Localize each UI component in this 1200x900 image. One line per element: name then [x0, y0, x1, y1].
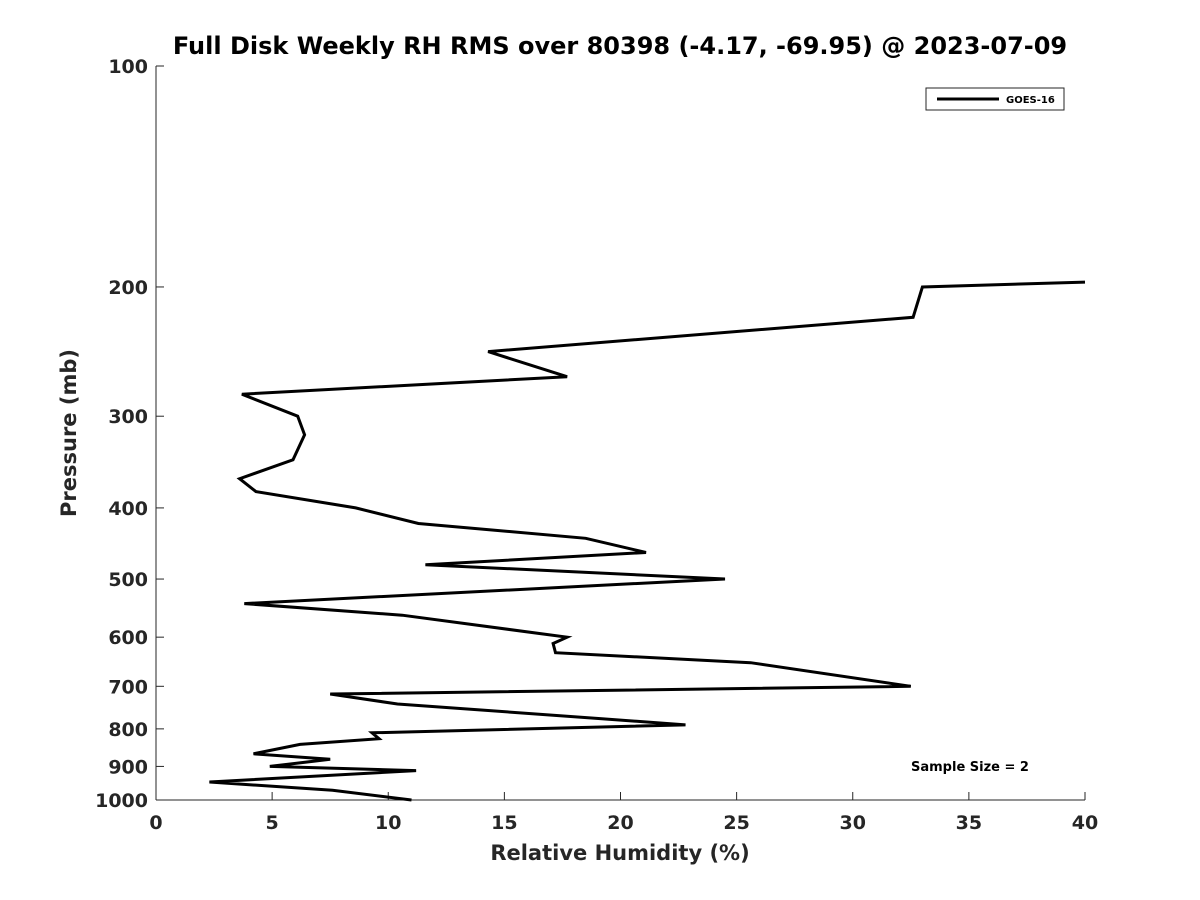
series-layer [209, 280, 1086, 802]
x-tick-label: 0 [149, 812, 162, 834]
y-tick-label: 500 [108, 569, 148, 591]
sample-size-annotation: Sample Size = 2 [911, 760, 1029, 775]
x-tick-label: 15 [491, 812, 517, 834]
x-tick-label: 5 [266, 812, 279, 834]
x-tick-label: 35 [956, 812, 982, 834]
x-tick-label: 30 [840, 812, 866, 834]
x-tick-label: 40 [1072, 812, 1098, 834]
series-line-goes-16 [209, 280, 1086, 802]
y-tick-label: 100 [108, 56, 148, 78]
y-tick-label: 1000 [95, 790, 148, 812]
x-ticks: 0 5 10 15 20 25 30 35 40 [149, 792, 1098, 834]
y-ticks: 100 200 300 400 500 600 700 800 900 1000 [95, 56, 164, 812]
y-tick-label: 400 [108, 498, 148, 520]
legend-label-goes-16: GOES-16 [1006, 95, 1055, 106]
y-tick-label: 800 [108, 719, 148, 741]
y-tick-label: 900 [108, 756, 148, 778]
y-tick-label: 600 [108, 627, 148, 649]
x-tick-label: 20 [607, 812, 633, 834]
x-axis-label: Relative Humidity (%) [490, 841, 749, 865]
legend: GOES-16 [925, 87, 1065, 111]
x-tick-label: 10 [375, 812, 401, 834]
chart-title: Full Disk Weekly RH RMS over 80398 (-4.1… [173, 32, 1067, 60]
y-tick-label: 700 [108, 676, 148, 698]
plot-area: 0 5 10 15 20 25 30 35 40 100 200 300 400 500 600 700 80… [95, 56, 1098, 834]
y-axis-label: Pressure (mb) [57, 349, 81, 517]
y-tick-label: 200 [108, 277, 148, 299]
x-tick-label: 25 [723, 812, 749, 834]
y-tick-label: 300 [108, 406, 148, 428]
